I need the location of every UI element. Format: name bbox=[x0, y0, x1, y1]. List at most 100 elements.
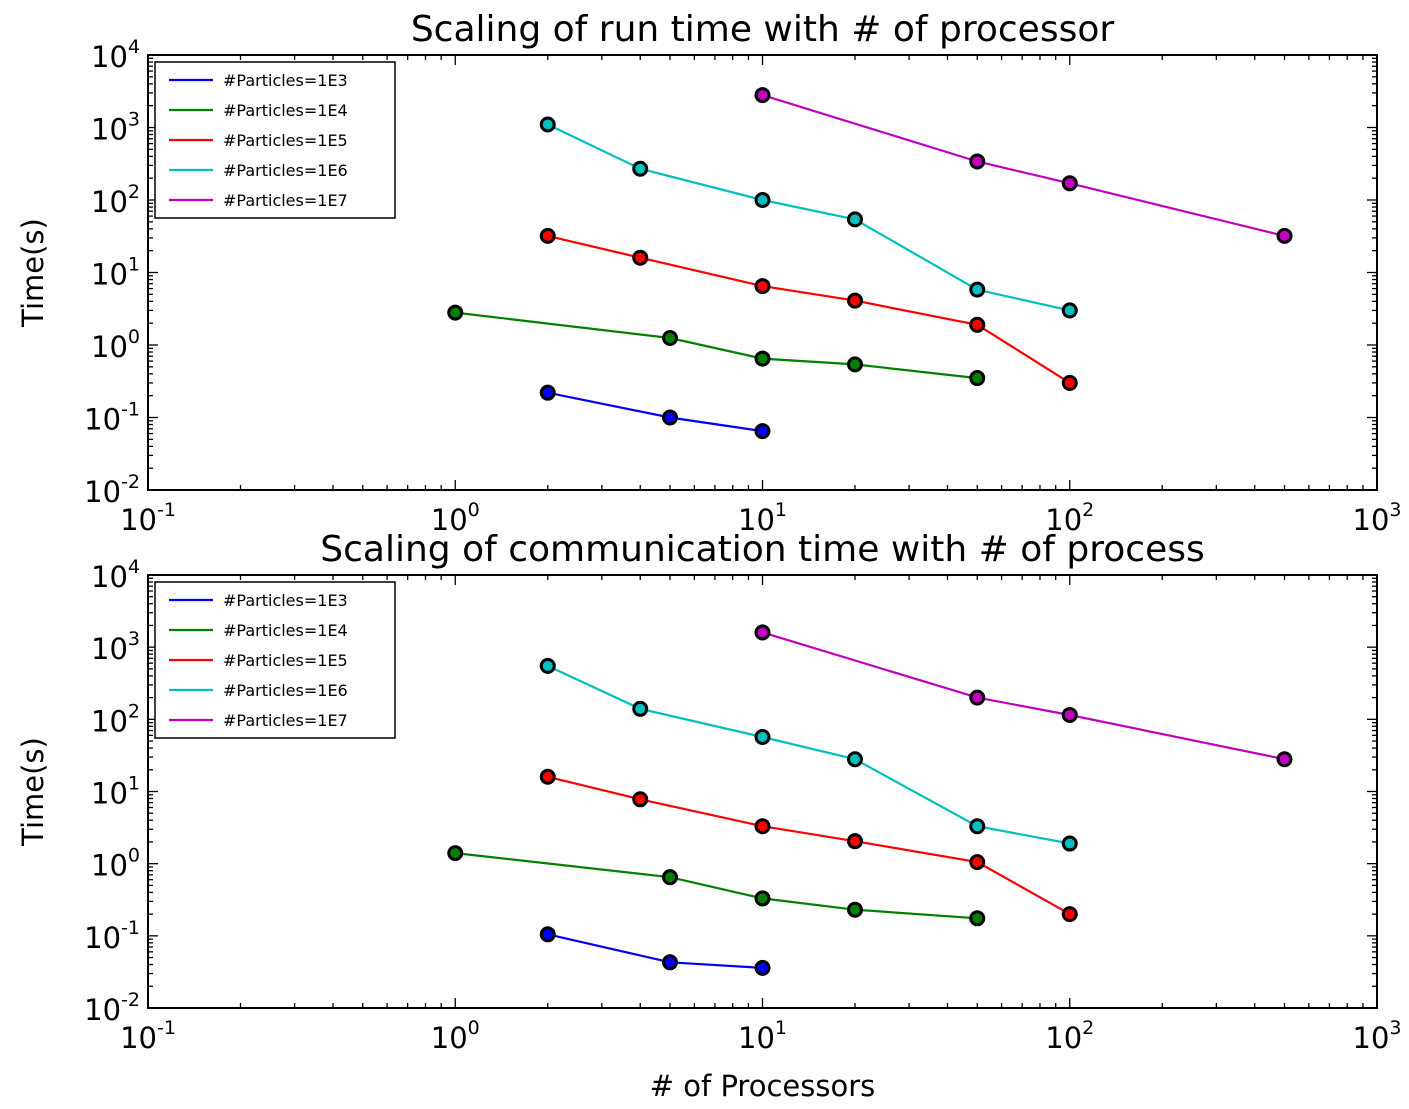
x-tick-label: 100 bbox=[431, 499, 480, 537]
x-tick-exponent: -1 bbox=[157, 499, 176, 521]
x-tick-label: 102 bbox=[1045, 1017, 1094, 1055]
data-point bbox=[1061, 175, 1078, 192]
data-point bbox=[1061, 374, 1078, 391]
x-tick-label: 101 bbox=[738, 1017, 787, 1055]
data-point bbox=[754, 192, 771, 208]
y-tick-exponent: 0 bbox=[128, 326, 140, 348]
x-tick-base: 10 bbox=[431, 1021, 468, 1055]
series-line-3 bbox=[547, 775, 1071, 916]
y-tick-exponent: 4 bbox=[128, 36, 140, 58]
data-point bbox=[754, 87, 771, 104]
y-tick-base: 10 bbox=[91, 258, 128, 292]
y-tick-label: 101 bbox=[91, 254, 140, 292]
data-point bbox=[846, 292, 863, 309]
y-axis-label: Time(s) bbox=[16, 218, 50, 328]
data-point bbox=[846, 901, 863, 918]
data-point bbox=[632, 249, 649, 266]
data-point bbox=[754, 350, 771, 367]
data-point bbox=[754, 959, 771, 976]
y-tick-exponent: 3 bbox=[128, 628, 140, 650]
y-tick-exponent: -1 bbox=[121, 917, 140, 939]
y-tick-label: 10-1 bbox=[84, 917, 140, 955]
data-point bbox=[447, 845, 464, 862]
y-tick-label: 10-1 bbox=[84, 399, 140, 437]
y-tick-exponent: -1 bbox=[121, 399, 140, 421]
data-point bbox=[1061, 706, 1078, 723]
data-point bbox=[846, 833, 863, 850]
data-point bbox=[969, 689, 986, 706]
data-point bbox=[1061, 835, 1078, 852]
data-point bbox=[1276, 751, 1293, 768]
y-tick-label: 10-2 bbox=[84, 989, 140, 1027]
x-tick-exponent: 0 bbox=[468, 1017, 480, 1039]
y-tick-base: 10 bbox=[91, 777, 128, 811]
x-tick-label: 10-1 bbox=[120, 1017, 176, 1055]
y-tick-label: 100 bbox=[91, 326, 140, 364]
x-tick-base: 10 bbox=[738, 503, 775, 537]
data-point bbox=[754, 890, 771, 907]
y-axis-label: Time(s) bbox=[16, 737, 50, 847]
data-point bbox=[1061, 906, 1078, 923]
legend-label: #Particles=1E6 bbox=[223, 681, 348, 700]
y-tick-base: 10 bbox=[91, 185, 128, 219]
legend-label: #Particles=1E7 bbox=[223, 711, 348, 730]
y-tick-label: 104 bbox=[91, 36, 140, 74]
chart-title: Scaling of run time with # of processor bbox=[411, 9, 1115, 50]
y-tick-label: 103 bbox=[91, 109, 140, 147]
y-tick-exponent: 4 bbox=[128, 556, 140, 578]
x-axis-label: # of Processors bbox=[650, 1069, 875, 1103]
data-point bbox=[754, 818, 771, 835]
y-tick-base: 10 bbox=[91, 704, 128, 738]
y-tick-exponent: 2 bbox=[128, 181, 140, 203]
legend-label: #Particles=1E3 bbox=[223, 71, 348, 90]
data-point bbox=[754, 728, 771, 745]
y-tick-label: 102 bbox=[91, 181, 140, 219]
y-tick-exponent: -2 bbox=[121, 471, 140, 493]
legend-label: #Particles=1E7 bbox=[223, 191, 348, 210]
data-point bbox=[754, 278, 771, 295]
data-point bbox=[754, 423, 771, 440]
data-point bbox=[539, 657, 556, 674]
x-tick-exponent: 1 bbox=[775, 499, 787, 521]
data-point bbox=[662, 954, 679, 971]
x-tick-exponent: 3 bbox=[1389, 1017, 1401, 1039]
legend-label: #Particles=1E5 bbox=[223, 131, 348, 150]
data-point bbox=[662, 869, 679, 886]
y-tick-exponent: -2 bbox=[121, 989, 140, 1011]
y-tick-label: 10-2 bbox=[84, 471, 140, 509]
data-point bbox=[539, 116, 556, 133]
chart-panel-1: Scaling of run time with # of processor T… bbox=[16, 9, 1402, 537]
data-point bbox=[539, 384, 556, 401]
x-tick-exponent: 2 bbox=[1082, 499, 1094, 521]
x-tick-base: 10 bbox=[120, 1021, 157, 1055]
data-point bbox=[754, 624, 771, 641]
x-tick-label: 103 bbox=[1353, 499, 1402, 537]
y-tick-label: 103 bbox=[91, 628, 140, 666]
x-tick-exponent: 1 bbox=[775, 1017, 787, 1039]
data-point bbox=[632, 791, 649, 808]
x-tick-base: 10 bbox=[1353, 503, 1390, 537]
y-tick-base: 10 bbox=[84, 403, 121, 437]
data-point bbox=[539, 926, 556, 943]
chart-title: Scaling of communication time with # of … bbox=[320, 529, 1205, 570]
series-line-5 bbox=[762, 631, 1285, 761]
y-tick-base: 10 bbox=[91, 632, 128, 666]
x-tick-label: 103 bbox=[1353, 1017, 1402, 1055]
data-point bbox=[447, 304, 464, 321]
data-point bbox=[662, 329, 679, 346]
legend-label: #Particles=1E4 bbox=[223, 621, 348, 640]
x-tick-base: 10 bbox=[431, 503, 468, 537]
data-point bbox=[662, 409, 679, 426]
y-tick-exponent: 3 bbox=[128, 109, 140, 131]
data-point bbox=[969, 316, 986, 333]
data-point bbox=[1061, 302, 1078, 319]
y-tick-label: 101 bbox=[91, 773, 140, 811]
series-line-4 bbox=[547, 664, 1071, 845]
y-tick-exponent: 0 bbox=[128, 845, 140, 867]
y-tick-base: 10 bbox=[91, 560, 128, 594]
y-tick-base: 10 bbox=[84, 475, 121, 509]
data-point bbox=[969, 818, 986, 835]
data-point bbox=[846, 356, 863, 373]
legend-label: #Particles=1E5 bbox=[223, 651, 348, 670]
